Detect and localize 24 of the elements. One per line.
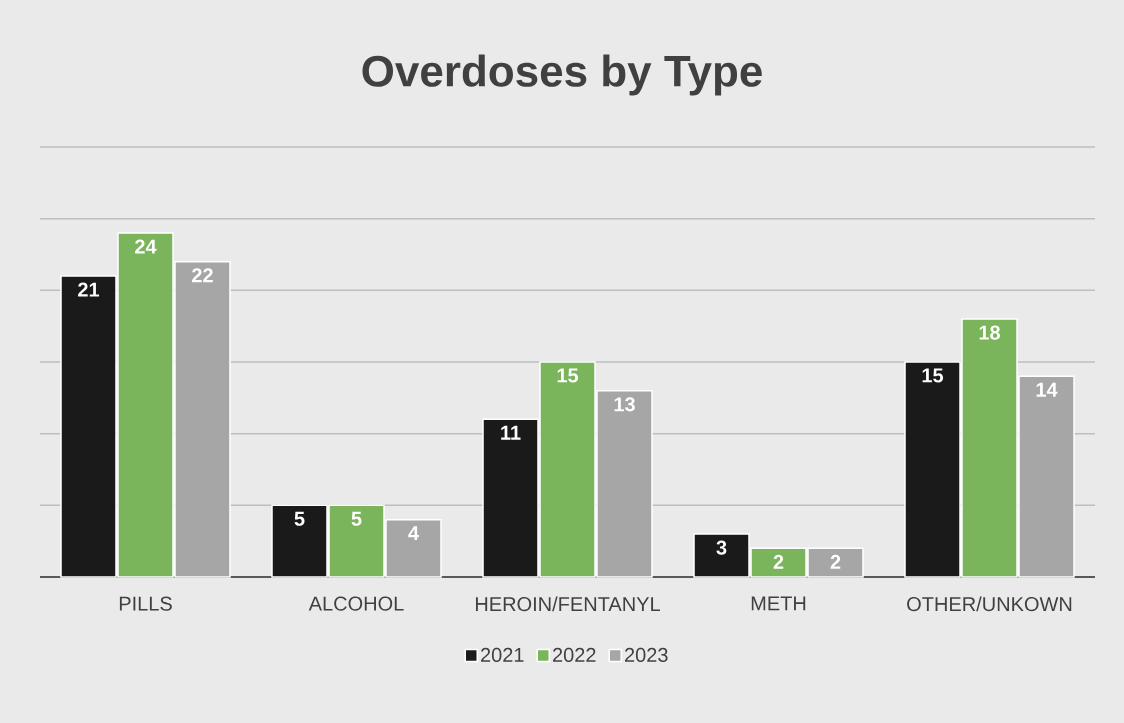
data-label: 5 bbox=[294, 511, 305, 526]
x-tick-label: ALCOHOL bbox=[308, 596, 404, 611]
data-label: 5 bbox=[351, 511, 362, 526]
x-tick-label: OTHER/UNKOWN bbox=[907, 596, 1072, 612]
x-tick-label: HEROIN/FENTANYL bbox=[475, 596, 660, 612]
data-label: 13 bbox=[614, 397, 635, 412]
chart-title: Overdoses by Type bbox=[362, 54, 762, 96]
data-label: 3 bbox=[716, 540, 727, 555]
data-label: 4 bbox=[408, 526, 419, 540]
data-label: 15 bbox=[557, 368, 579, 383]
data-label: 2 bbox=[830, 554, 841, 569]
data-label: 18 bbox=[979, 325, 1001, 340]
legend-label: 2021 bbox=[481, 647, 524, 662]
data-label: 15 bbox=[922, 368, 944, 383]
data-label: 11 bbox=[501, 425, 521, 440]
data-label: 24 bbox=[135, 239, 157, 254]
data-label: 22 bbox=[192, 268, 213, 283]
legend-label: 2023 bbox=[625, 647, 668, 662]
x-tick-label: PILLS bbox=[119, 596, 172, 611]
x-tick-label: METH bbox=[751, 596, 806, 611]
data-label: 14 bbox=[1036, 382, 1058, 397]
data-label: 21 bbox=[78, 282, 100, 297]
data-label: 2 bbox=[773, 554, 784, 569]
legend-label: 2022 bbox=[553, 647, 596, 662]
